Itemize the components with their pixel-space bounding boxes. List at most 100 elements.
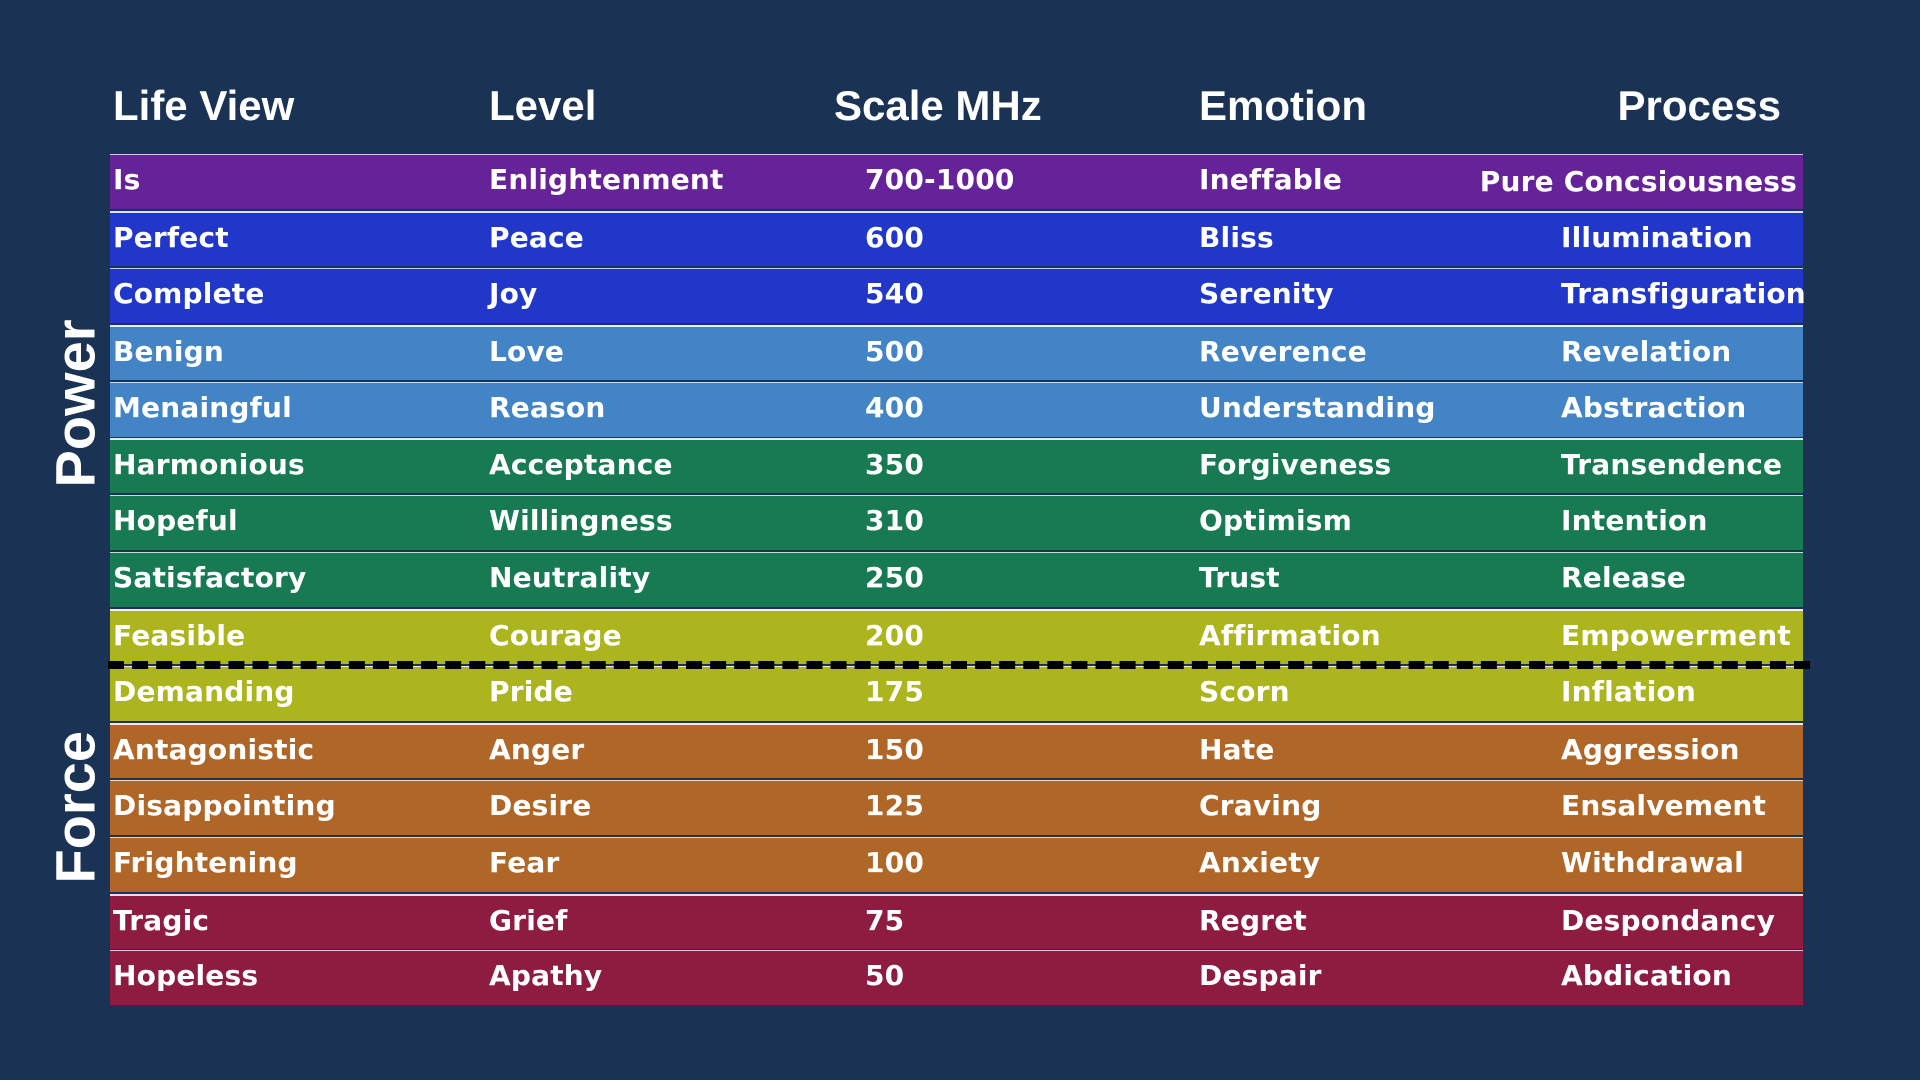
table-row: Disappointing Desire 125 Craving Ensalvement xyxy=(110,779,1803,835)
header-life-view: Life View xyxy=(113,82,295,129)
cell-life-view: Complete xyxy=(113,276,265,310)
cell-emotion: Affirmation xyxy=(1199,619,1381,653)
cell-emotion: Regret xyxy=(1199,903,1307,937)
header-process: Process xyxy=(1617,82,1781,129)
cell-scale: 50 xyxy=(865,959,905,993)
table-row: Antagonistic Anger 150 Hate Aggression xyxy=(110,722,1803,778)
cell-process: Illumination xyxy=(1561,220,1753,254)
cell-life-view: Perfect xyxy=(113,220,229,254)
cell-level: Peace xyxy=(489,220,584,254)
cell-level: Grief xyxy=(489,903,568,937)
cell-process: Empowerment xyxy=(1561,619,1791,653)
cell-life-view: Harmonious xyxy=(113,448,305,482)
cell-scale: 540 xyxy=(865,276,925,310)
cell-emotion: Forgiveness xyxy=(1199,448,1392,482)
header-level: Level xyxy=(489,82,597,129)
cell-scale: 125 xyxy=(865,788,925,822)
cell-life-view: Frightening xyxy=(113,845,298,879)
cell-level: Pride xyxy=(489,675,573,709)
cell-scale: 700-1000 xyxy=(865,163,1015,196)
table-row: Feasible Courage 200 Affirmation Empowerment xyxy=(110,609,1803,665)
cell-life-view: Antagonistic xyxy=(113,732,315,766)
cell-process: Despondancy xyxy=(1561,903,1776,937)
cell-emotion: Serenity xyxy=(1199,276,1334,310)
cell-level: Desire xyxy=(489,788,592,822)
cell-level: Acceptance xyxy=(489,448,673,482)
table-body: Is Enlightenment 700-1000 Ineffable Pure Con… xyxy=(110,154,1806,1007)
cell-level: Reason xyxy=(489,390,606,424)
cell-scale: 500 xyxy=(865,334,925,368)
cell-level: Enlightenment xyxy=(489,163,724,196)
cell-process: Ensalvement xyxy=(1561,788,1767,822)
side-label-power: Power xyxy=(43,319,107,488)
table-row: Hopeless Apathy 50 Despair Abdication xyxy=(110,950,1803,1006)
cell-level: Joy xyxy=(489,276,538,310)
cell-process: Transfiguration xyxy=(1561,276,1806,310)
cell-process: Intention xyxy=(1561,504,1708,538)
table-row: Is Enlightenment 700-1000 Ineffable Pure Con… xyxy=(110,154,1803,209)
cell-scale: 400 xyxy=(865,390,925,424)
table-row: Demanding Pride 175 Scorn Inflation xyxy=(110,666,1803,722)
cell-level: Neutrality xyxy=(489,561,651,595)
cell-emotion: Craving xyxy=(1199,788,1322,822)
cell-emotion: Optimism xyxy=(1199,504,1353,538)
cell-emotion: Understanding xyxy=(1199,390,1436,424)
table-row: Menaingful Reason 400 Understanding Abstract… xyxy=(110,381,1803,437)
table-row: Perfect Peace 600 Bliss Illumination xyxy=(110,210,1803,266)
table-row: Tragic Grief 75 Regret Despondancy xyxy=(110,893,1803,949)
cell-life-view: Hopeful xyxy=(113,504,238,538)
cell-emotion: Despair xyxy=(1199,959,1322,993)
table-row: Hopeful Willingness 310 Optimism Intention xyxy=(110,495,1803,551)
cell-process: Revelation xyxy=(1561,334,1732,368)
cell-scale: 350 xyxy=(865,448,925,482)
cell-level: Willingness xyxy=(489,504,673,538)
cell-life-view: Menaingful xyxy=(113,390,292,424)
table-row: Benign Love 500 Reverence Revelation xyxy=(110,324,1803,380)
cell-scale: 100 xyxy=(865,845,925,879)
power-force-divider xyxy=(108,661,1810,669)
cell-level: Courage xyxy=(489,619,622,653)
cell-process: Inflation xyxy=(1561,675,1696,709)
cell-emotion: Scorn xyxy=(1199,675,1290,709)
header-scale: Scale MHz xyxy=(834,82,1042,129)
cell-level: Apathy xyxy=(489,959,603,993)
table-row: Frightening Fear 100 Anxiety Withdrawal xyxy=(110,836,1803,892)
cell-level: Fear xyxy=(489,845,560,879)
cell-life-view: Hopeless xyxy=(113,959,259,993)
cell-life-view: Feasible xyxy=(113,619,246,653)
cell-life-view: Demanding xyxy=(113,675,295,709)
table-row: Harmonious Acceptance 350 Forgiveness Transe… xyxy=(110,438,1803,494)
cell-life-view: Disappointing xyxy=(113,788,336,822)
cell-life-view: Tragic xyxy=(113,903,210,937)
cell-emotion: Trust xyxy=(1199,561,1280,595)
cell-level: Anger xyxy=(489,732,585,766)
cell-process: Release xyxy=(1561,561,1687,595)
cell-scale: 150 xyxy=(865,732,925,766)
cell-scale: 310 xyxy=(865,504,925,538)
cell-process: Transendence xyxy=(1561,448,1783,482)
cell-emotion: Ineffable xyxy=(1199,163,1343,196)
cell-scale: 75 xyxy=(865,903,905,937)
cell-process: Aggression xyxy=(1561,732,1740,766)
table-row: Complete Joy 540 Serenity Transfiguration xyxy=(110,267,1806,323)
cell-process: Pure Concsiousness xyxy=(1479,165,1797,198)
cell-emotion: Hate xyxy=(1199,732,1275,766)
cell-life-view: Benign xyxy=(113,334,225,368)
cell-process: Withdrawal xyxy=(1561,845,1744,879)
cell-level: Love xyxy=(489,334,565,368)
side-label-force: Force xyxy=(43,731,107,884)
cell-emotion: Bliss xyxy=(1199,220,1274,254)
cell-scale: 250 xyxy=(865,561,925,595)
cell-scale: 200 xyxy=(865,619,925,653)
cell-life-view: Satisfactory xyxy=(113,561,307,595)
table-row: Satisfactory Neutrality 250 Trust Release xyxy=(110,552,1803,608)
cell-scale: 175 xyxy=(865,675,925,709)
cell-life-view: Is xyxy=(113,163,141,196)
table-header: Life View Level Scale MHz Emotion Proces… xyxy=(0,82,1920,142)
cell-emotion: Reverence xyxy=(1199,334,1367,368)
cell-scale: 600 xyxy=(865,220,925,254)
cell-process: Abdication xyxy=(1561,959,1732,993)
cell-emotion: Anxiety xyxy=(1199,845,1321,879)
header-emotion: Emotion xyxy=(1199,82,1367,129)
